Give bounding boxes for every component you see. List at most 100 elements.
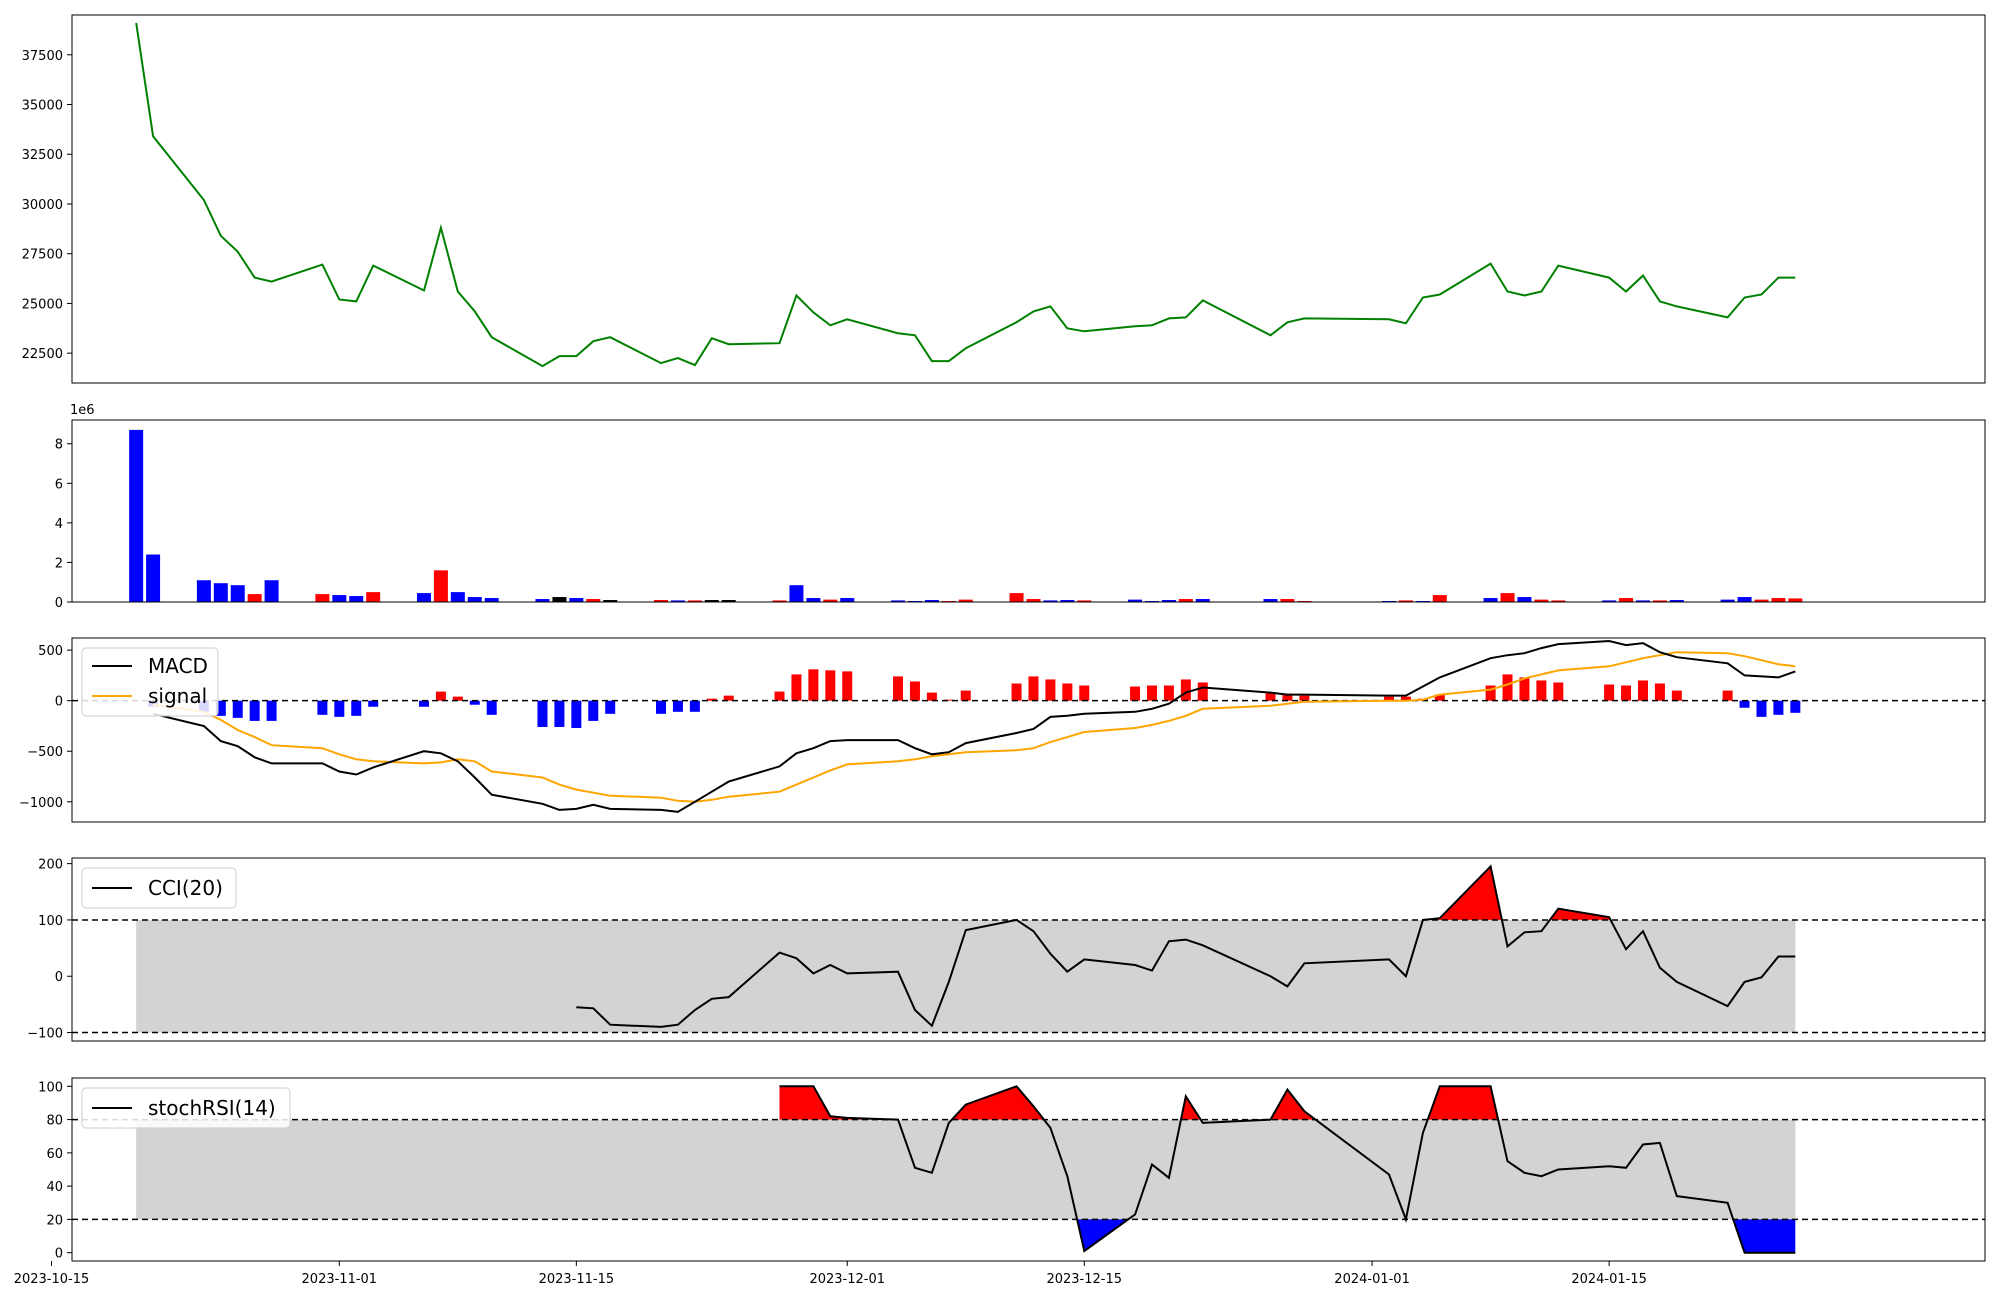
macd-histogram-bar [1671, 690, 1682, 701]
macd-line [152, 639, 1796, 813]
volume-bar [1771, 598, 1786, 602]
volume-bar [230, 585, 245, 602]
volume-bar [1754, 599, 1769, 602]
stochrsi-overbought-fill [1181, 1096, 1201, 1120]
macd-histogram-bar [1180, 679, 1191, 701]
volume-bar [958, 599, 973, 602]
x-tick-label: 2023-12-15 [1046, 1272, 1122, 1287]
volume-ytick-label: 8 [55, 438, 63, 453]
stochrsi-overbought-fill [951, 1086, 1044, 1120]
volume-bar [840, 598, 855, 602]
stochrsi-legend-box [81, 1087, 291, 1129]
macd-histogram-bar [334, 700, 345, 717]
macd-histogram-bar [266, 700, 277, 721]
x-tick-label: 2023-11-01 [302, 1272, 378, 1287]
macd-histogram-bar [1130, 686, 1141, 701]
macd-histogram-bar [486, 700, 497, 715]
stochrsi-line [779, 1085, 1796, 1254]
stochrsi-ytick-label: 20 [46, 1213, 63, 1228]
macd-histogram-bar [571, 700, 582, 728]
macd-histogram-bar [317, 700, 328, 715]
volume-bar [146, 554, 161, 602]
cci-legend-label: CCI(20) [148, 876, 223, 900]
x-tick-label: 2023-12-01 [809, 1272, 885, 1287]
volume-bar [1178, 599, 1193, 602]
macd-histogram-bar [1536, 680, 1547, 701]
volume-bar [349, 596, 364, 602]
price-ytick-label: 37500 [22, 49, 63, 64]
volume-ytick-label: 2 [55, 556, 63, 571]
macd-histogram-bar [1045, 679, 1056, 701]
volume-bar [1263, 599, 1278, 602]
volume-bar [1483, 598, 1498, 602]
volume-bar [1500, 593, 1515, 602]
volume-bar [366, 592, 381, 602]
volume-bar [891, 600, 906, 602]
macd-histogram-bar [1434, 694, 1445, 701]
x-tick-label: 2023-11-15 [539, 1272, 615, 1287]
macd-histogram-bar [1384, 696, 1395, 701]
macd-histogram-bar [1722, 690, 1733, 701]
volume-bar [247, 594, 262, 602]
volume-bar [416, 593, 431, 602]
stochrsi-ytick-label: 80 [46, 1114, 63, 1129]
volume-bar [1602, 600, 1617, 602]
macd-histogram-bar [435, 691, 446, 701]
cci-ytick-label: −100 [27, 1027, 63, 1042]
volume-bar [467, 597, 482, 602]
macd-histogram-bar [368, 700, 379, 707]
volume-bar [1788, 598, 1803, 602]
cci-overbought-fill [1549, 908, 1611, 920]
volume-ytick-label: 0 [55, 596, 63, 611]
volume-bar [1737, 597, 1752, 602]
volume-bar [1432, 595, 1447, 602]
volume-bar [1517, 597, 1532, 602]
price-ytick-label: 32500 [22, 148, 63, 163]
volume-bar [433, 570, 448, 602]
macd-histogram-bar [1519, 677, 1530, 701]
volume-bar [1009, 593, 1024, 602]
macd-histogram-bar [1028, 676, 1039, 701]
macd-histogram-bar [1400, 696, 1411, 701]
volume-bar [1551, 600, 1566, 602]
price-line [135, 22, 1796, 368]
price-ytick-label: 30000 [22, 198, 63, 213]
volume-bar [1077, 600, 1092, 602]
price-axes-frame [71, 14, 1986, 384]
volume-bar [1720, 599, 1735, 602]
cci-ytick-label: 100 [38, 914, 63, 929]
volume-axes-frame [71, 419, 1986, 603]
volume-bar [552, 597, 567, 602]
macd-histogram-bar [672, 700, 683, 712]
volume-bar [823, 599, 838, 602]
macd-histogram-bar [1553, 682, 1564, 701]
volume-bar [704, 600, 719, 602]
volume-bar [1043, 600, 1058, 602]
stochrsi-oversold-fill [1733, 1219, 1796, 1253]
macd-histogram-bar [1299, 695, 1310, 701]
macd-histogram-bar [1265, 692, 1276, 701]
macd-histogram-bar [249, 700, 260, 721]
volume-bar [1195, 599, 1210, 602]
macd-histogram-bar [842, 671, 853, 701]
macd-histogram-bar [1062, 683, 1073, 701]
macd-histogram-bar [418, 700, 429, 707]
macd-histogram-bar [1621, 685, 1632, 701]
macd-histogram-bar [1146, 685, 1157, 701]
macd-histogram-bar [215, 700, 226, 716]
cci-overbought-fill [1422, 866, 1502, 920]
macd-axes-frame [71, 637, 1986, 823]
cci-ytick-label: 200 [38, 858, 63, 873]
macd-histogram-bar [723, 695, 734, 701]
stochrsi-overbought-fill [779, 1086, 898, 1120]
macd-histogram-bar [1756, 700, 1767, 717]
volume-bar [1026, 599, 1041, 602]
price-ytick-label: 35000 [22, 99, 63, 114]
macd-histogram-bar [1502, 674, 1513, 701]
macd-histogram-bar [1485, 685, 1496, 701]
macd-histogram-bar [926, 692, 937, 701]
macd-histogram-bar [825, 670, 836, 701]
volume-bar [569, 598, 584, 602]
